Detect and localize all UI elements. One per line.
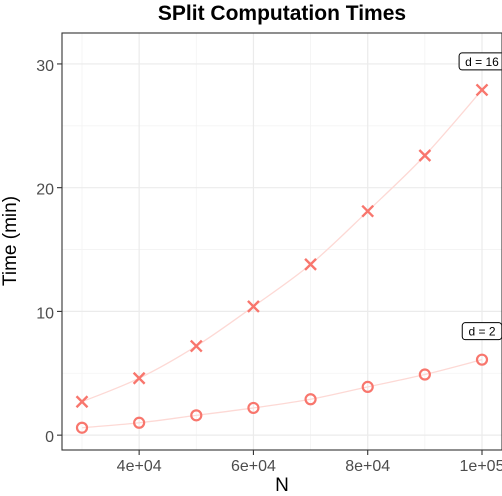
- annotation-label: d = 16: [465, 55, 499, 69]
- cross-point: [418, 149, 432, 162]
- x-tick-label: 4e+04: [117, 458, 162, 475]
- cross-point: [75, 395, 89, 409]
- chart-title: SPlit Computation Times: [158, 2, 406, 25]
- cross-point: [361, 204, 375, 218]
- x-tick-label: 6e+04: [231, 458, 276, 475]
- annotations: d = 2 d = 16: [458, 52, 502, 341]
- y-tick-label: 30: [36, 58, 54, 75]
- circle-point: [304, 393, 317, 406]
- smooth-line: [81, 89, 483, 403]
- x-tick-label: 1e+05: [460, 458, 502, 475]
- cross-point: [132, 371, 146, 385]
- x-tick-label: 8e+04: [345, 458, 390, 475]
- cross-point: [189, 339, 203, 353]
- circle-point: [361, 380, 374, 393]
- x-axis-title: N: [275, 475, 289, 496]
- circle-point: [190, 409, 203, 422]
- y-axis-title: Time (min): [0, 196, 21, 286]
- circle-point: [133, 416, 146, 429]
- panel-border: [61, 32, 502, 451]
- y-tick-label: 0: [45, 429, 54, 446]
- cross-point: [475, 83, 489, 97]
- circle-point: [75, 421, 89, 434]
- circle-point: [475, 353, 489, 366]
- cross-point: [247, 300, 260, 313]
- axes: 4e+04 6e+04 8e+04 1e+05 0 10 20 30: [36, 58, 502, 475]
- circle-point: [418, 368, 431, 381]
- annotation-label: d = 2: [468, 325, 495, 339]
- cross-point: [304, 258, 317, 271]
- data-points: [75, 83, 489, 434]
- circle-point: [247, 401, 260, 415]
- y-tick-label: 20: [36, 182, 54, 199]
- y-tick-label: 10: [36, 305, 54, 322]
- grid: [62, 33, 502, 450]
- annotation-box: [458, 52, 502, 71]
